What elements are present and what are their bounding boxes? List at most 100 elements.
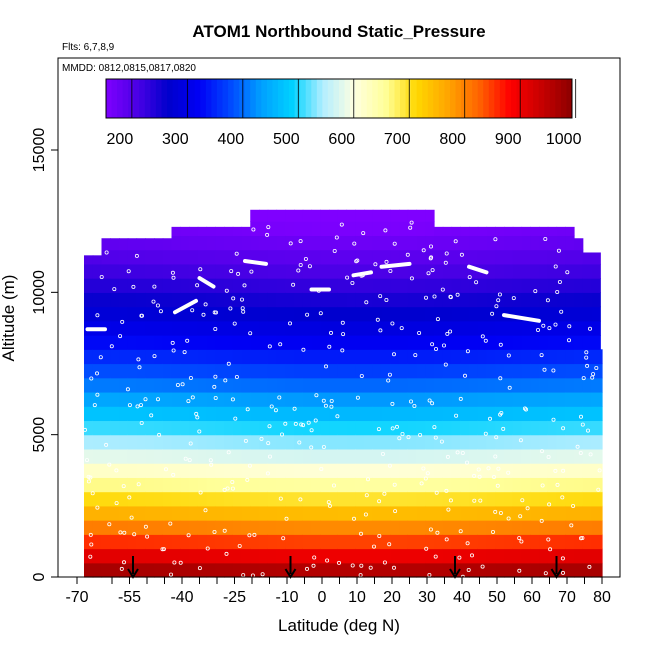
heatmap-cell xyxy=(189,349,199,365)
heatmap-cell xyxy=(276,534,286,550)
sample-point xyxy=(545,298,550,303)
heatmap-cell xyxy=(346,306,356,322)
heatmap-cell xyxy=(285,520,295,535)
heatmap-cell xyxy=(521,226,531,236)
heatmap-cell xyxy=(556,349,566,365)
heatmap-cell xyxy=(442,249,453,265)
heatmap-cell xyxy=(407,491,418,507)
heatmap-cell xyxy=(294,306,304,322)
heatmap-cell xyxy=(337,209,348,222)
heatmap-cell xyxy=(189,463,199,478)
heatmap-cell xyxy=(381,363,391,379)
heatmap-cell xyxy=(504,434,514,450)
heatmap-cell xyxy=(171,249,181,265)
heatmap-cell xyxy=(451,434,461,450)
heatmap-cell xyxy=(504,448,514,464)
heatmap-cell xyxy=(504,477,514,493)
heatmap-cell xyxy=(434,420,444,436)
heatmap-cell xyxy=(416,548,426,564)
heatmap-cell xyxy=(206,335,216,350)
sample-point xyxy=(506,470,511,475)
heatmap-cell xyxy=(469,235,479,251)
heatmap-cell xyxy=(530,335,540,350)
colorbar-segment xyxy=(422,79,429,118)
sample-point xyxy=(553,264,558,269)
heatmap-cell xyxy=(591,406,601,422)
heatmap-cell xyxy=(145,448,155,464)
heatmap-cell xyxy=(355,520,365,535)
heatmap-cell xyxy=(119,238,129,251)
heatmap-cell xyxy=(92,292,103,308)
heatmap-cell xyxy=(101,278,111,293)
heatmap-cell xyxy=(320,520,330,535)
heatmap-cell xyxy=(512,505,523,521)
heatmap-cell xyxy=(407,263,418,279)
heatmap-cell xyxy=(355,377,365,393)
heatmap-cell xyxy=(206,448,216,464)
heatmap-cell xyxy=(329,363,339,379)
heatmap-cell xyxy=(101,491,111,507)
heatmap-cell xyxy=(92,434,103,450)
heatmap-cell xyxy=(259,534,269,550)
heatmap-cell xyxy=(92,377,103,393)
heatmap-cell xyxy=(110,320,120,336)
colorbar-segment xyxy=(222,79,229,118)
heatmap-cell xyxy=(547,391,558,407)
heatmap-cell xyxy=(399,235,409,251)
heatmap-cell xyxy=(285,477,295,493)
sample-point xyxy=(213,374,218,379)
heatmap-cell xyxy=(530,263,540,279)
heatmap-cell xyxy=(285,292,295,308)
heatmap-cell xyxy=(591,278,601,293)
sample-point xyxy=(542,367,547,372)
heatmap-cell xyxy=(162,406,173,422)
heatmap-cell xyxy=(591,391,601,407)
sample-point xyxy=(585,363,590,368)
sample-point xyxy=(355,258,360,263)
heatmap-cell xyxy=(276,263,286,279)
sample-point xyxy=(297,440,302,445)
heatmap-cell xyxy=(92,534,103,550)
heatmap-cell xyxy=(285,209,295,222)
heatmap-cell xyxy=(162,491,173,507)
heatmap-cell xyxy=(460,534,470,550)
heatmap-cell xyxy=(119,306,129,322)
colorbar-segment xyxy=(427,79,434,118)
heatmap-cell xyxy=(451,391,461,407)
heatmap-cell xyxy=(320,377,330,393)
heatmap-cell xyxy=(285,235,295,251)
sample-point xyxy=(409,276,414,281)
heatmap-cell xyxy=(154,249,164,265)
sample-point xyxy=(329,404,334,409)
heatmap-cell xyxy=(372,406,383,422)
sample-point xyxy=(561,426,566,431)
heatmap-cell xyxy=(127,448,138,464)
sample-point xyxy=(85,458,90,463)
heatmap-cell xyxy=(434,249,444,265)
heatmap-cell xyxy=(477,335,488,350)
sample-point xyxy=(551,368,556,373)
heatmap-cell xyxy=(180,263,190,279)
heatmap-cell xyxy=(512,226,523,236)
heatmap-cell xyxy=(215,463,225,478)
heatmap-cell xyxy=(591,377,601,393)
heatmap-cell xyxy=(591,562,601,578)
heatmap-cell xyxy=(259,209,269,222)
colorbar-segment xyxy=(416,79,423,118)
heatmap-cell xyxy=(407,520,418,535)
sample-point xyxy=(419,481,424,486)
heatmap-cell xyxy=(434,363,444,379)
heatmap-cell xyxy=(486,520,496,535)
heatmap-cell xyxy=(189,235,199,251)
heatmap-cell xyxy=(460,562,470,578)
heatmap-cell xyxy=(329,477,339,493)
heatmap-cell xyxy=(285,363,295,379)
heatmap-cell xyxy=(250,349,260,365)
sample-point xyxy=(234,374,239,379)
heatmap-cell xyxy=(250,434,260,450)
sample-point xyxy=(567,338,572,343)
heatmap-cell xyxy=(92,420,103,436)
heatmap-cell xyxy=(530,363,540,379)
heatmap-cell xyxy=(267,363,278,379)
heatmap-cell xyxy=(407,335,418,350)
